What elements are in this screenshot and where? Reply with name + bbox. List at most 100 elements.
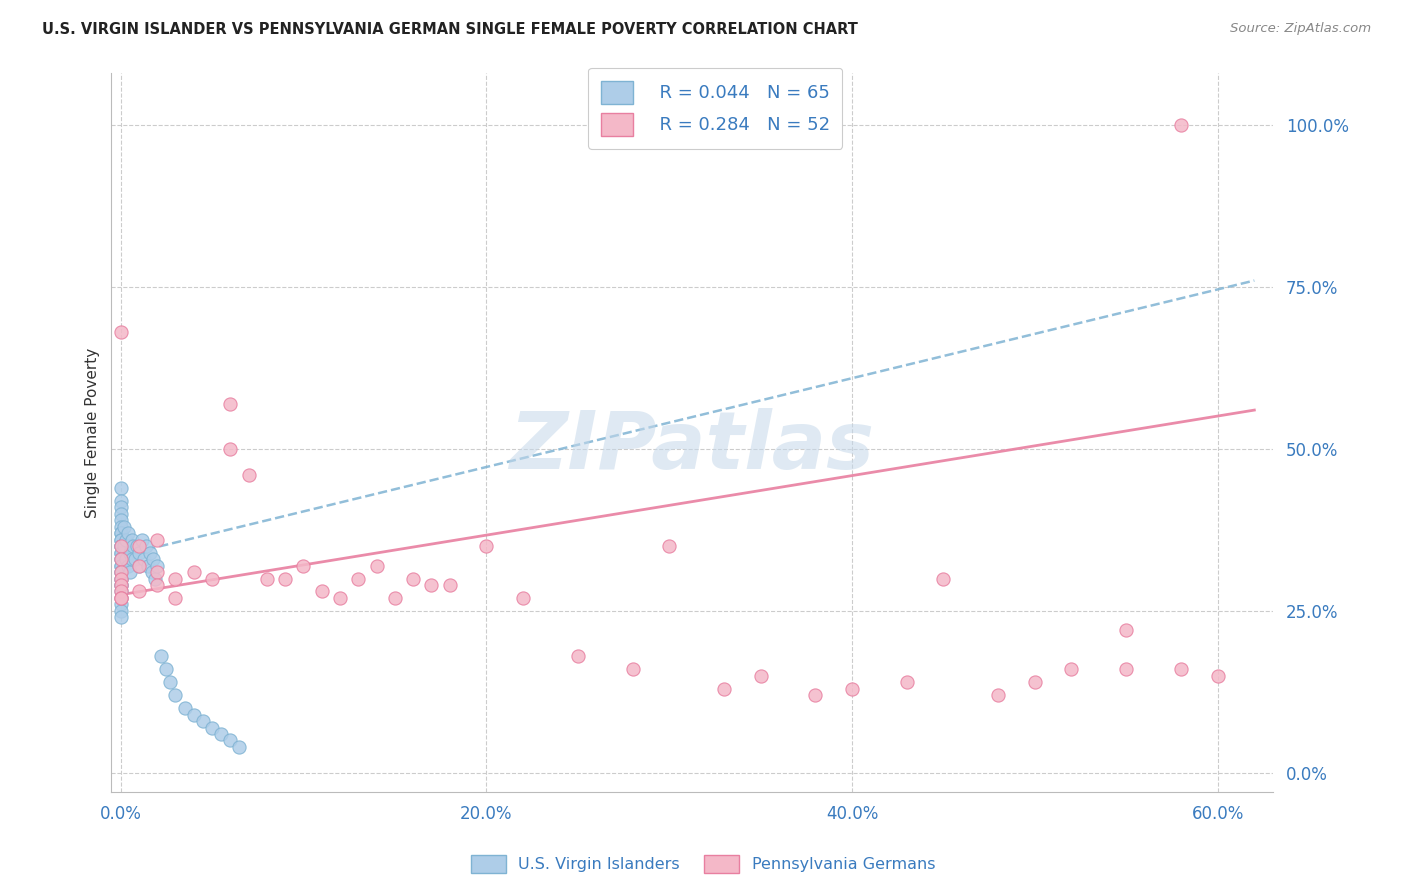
Point xyxy=(110,591,132,605)
Point xyxy=(1170,662,1192,676)
Point xyxy=(110,591,132,605)
Point xyxy=(110,584,132,599)
Point xyxy=(110,546,132,560)
Point xyxy=(311,584,333,599)
Point xyxy=(347,572,370,586)
Point xyxy=(143,572,166,586)
Point xyxy=(804,688,827,702)
Point xyxy=(115,533,138,547)
Point xyxy=(173,701,195,715)
Point xyxy=(219,442,242,456)
Point xyxy=(165,572,187,586)
Point xyxy=(384,591,406,605)
Point xyxy=(658,539,681,553)
Point xyxy=(159,675,181,690)
Point xyxy=(110,578,132,592)
Point xyxy=(110,565,132,579)
Point xyxy=(117,558,139,573)
Point xyxy=(238,467,260,482)
Point xyxy=(110,558,132,573)
Point xyxy=(110,578,132,592)
Point xyxy=(110,493,132,508)
Point xyxy=(112,539,135,553)
Point xyxy=(124,552,146,566)
Point xyxy=(110,552,132,566)
Point xyxy=(110,558,132,573)
Point xyxy=(749,668,772,682)
Point xyxy=(146,565,169,579)
Point xyxy=(987,688,1010,702)
Point xyxy=(110,565,132,579)
Point xyxy=(420,578,443,592)
Point xyxy=(110,546,132,560)
Legend:   R = 0.044   N = 65,   R = 0.284   N = 52: R = 0.044 N = 65, R = 0.284 N = 52 xyxy=(588,68,842,149)
Point xyxy=(110,539,132,553)
Point xyxy=(110,539,132,553)
Point xyxy=(110,513,132,527)
Point xyxy=(110,526,132,541)
Point xyxy=(110,552,132,566)
Point xyxy=(201,572,224,586)
Point xyxy=(136,558,159,573)
Point xyxy=(110,572,132,586)
Point xyxy=(110,326,132,340)
Point xyxy=(219,396,242,410)
Y-axis label: Single Female Poverty: Single Female Poverty xyxy=(86,348,100,518)
Point xyxy=(896,675,918,690)
Point xyxy=(121,552,143,566)
Point xyxy=(512,591,534,605)
Point xyxy=(110,481,132,495)
Point xyxy=(621,662,644,676)
Point xyxy=(329,591,352,605)
Point xyxy=(112,519,135,533)
Point xyxy=(128,539,150,553)
Point xyxy=(209,727,232,741)
Point xyxy=(1206,668,1229,682)
Point xyxy=(110,533,132,547)
Point xyxy=(183,707,205,722)
Point xyxy=(228,739,250,754)
Point xyxy=(165,688,187,702)
Point xyxy=(134,552,156,566)
Point xyxy=(219,733,242,747)
Point xyxy=(146,533,169,547)
Point xyxy=(1115,662,1137,676)
Point xyxy=(131,533,153,547)
Point xyxy=(932,572,955,586)
Point xyxy=(1170,118,1192,132)
Point xyxy=(128,558,150,573)
Point xyxy=(146,558,169,573)
Point xyxy=(201,721,224,735)
Point xyxy=(128,584,150,599)
Point xyxy=(110,572,132,586)
Point xyxy=(402,572,425,586)
Point xyxy=(118,546,141,560)
Point xyxy=(110,500,132,515)
Point xyxy=(117,526,139,541)
Point xyxy=(142,552,165,566)
Point xyxy=(110,578,132,592)
Point xyxy=(115,552,138,566)
Point xyxy=(149,649,172,664)
Point xyxy=(110,533,132,547)
Point xyxy=(110,565,132,579)
Point xyxy=(475,539,498,553)
Point xyxy=(110,598,132,612)
Point xyxy=(110,552,132,566)
Point xyxy=(122,539,145,553)
Point xyxy=(146,578,169,592)
Point xyxy=(110,604,132,618)
Point xyxy=(1060,662,1083,676)
Point xyxy=(110,526,132,541)
Point xyxy=(110,507,132,521)
Legend: U.S. Virgin Islanders, Pennsylvania Germans: U.S. Virgin Islanders, Pennsylvania Germ… xyxy=(464,848,942,880)
Point xyxy=(155,662,177,676)
Point xyxy=(110,591,132,605)
Point xyxy=(366,558,388,573)
Point xyxy=(135,539,157,553)
Point xyxy=(110,610,132,624)
Point xyxy=(128,558,150,573)
Point xyxy=(118,565,141,579)
Text: U.S. VIRGIN ISLANDER VS PENNSYLVANIA GERMAN SINGLE FEMALE POVERTY CORRELATION CH: U.S. VIRGIN ISLANDER VS PENNSYLVANIA GER… xyxy=(42,22,858,37)
Point xyxy=(439,578,461,592)
